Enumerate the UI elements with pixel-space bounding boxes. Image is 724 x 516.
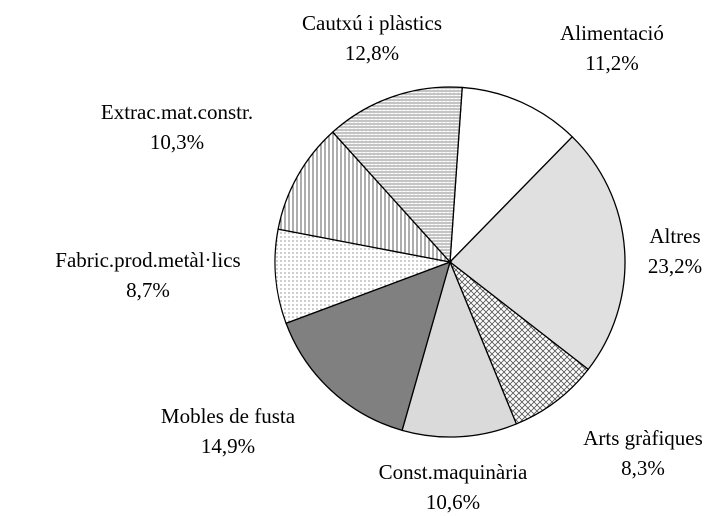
- slice-label: Altres: [649, 224, 700, 248]
- slice-label: Const.maquinària: [379, 460, 528, 484]
- value-label: 10,6%: [426, 490, 480, 514]
- pie-slice: [274, 228, 453, 325]
- pie-slice: [285, 260, 451, 432]
- pie-slice: [401, 260, 518, 438]
- slice-label: Extrac.mat.constr.: [101, 100, 253, 124]
- value-label: 14,9%: [201, 434, 255, 458]
- value-label: 8,3%: [621, 456, 665, 480]
- pie-slice: [449, 135, 626, 371]
- pie-slice: [331, 86, 463, 264]
- value-label: 12,8%: [345, 41, 399, 65]
- value-label: 10,3%: [150, 130, 204, 154]
- slice-label: Cautxú i plàstics: [302, 11, 442, 35]
- pie-slice: [277, 131, 452, 264]
- slice-label: Mobles de fusta: [161, 404, 296, 428]
- pie-slice: [449, 86, 574, 264]
- slice-label: Alimentació: [560, 21, 664, 45]
- slice-label: Arts gràfiques: [583, 426, 703, 450]
- value-label: 8,7%: [126, 278, 170, 302]
- pie-slice: [448, 259, 590, 425]
- value-label: 11,2%: [585, 51, 638, 75]
- slice-label: Fabric.prod.metàl·lics: [55, 248, 240, 272]
- value-label: 23,2%: [648, 254, 702, 278]
